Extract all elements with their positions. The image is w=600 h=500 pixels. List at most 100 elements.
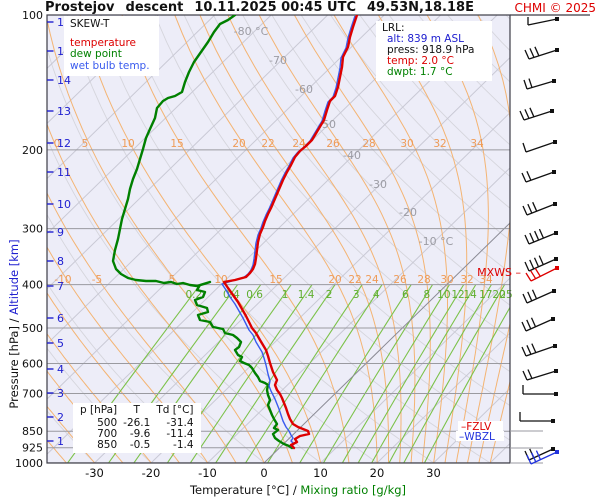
temperature-tick-label: -20 — [142, 466, 161, 480]
wind-barb-tick — [529, 48, 535, 58]
pressure-tick-label: 700 — [22, 387, 43, 400]
altitude-tick-label: 12 — [57, 137, 71, 150]
levels-table-row: 500 -26.1 -31.4 — [77, 418, 197, 429]
wind-barb-tick — [519, 110, 525, 121]
mixing-ratio-label: 4 — [373, 289, 380, 301]
wind-barb-tick — [529, 107, 535, 118]
wind-barb-tick — [527, 291, 533, 302]
wind-barb-tick — [526, 170, 532, 181]
wind-barb-tick — [527, 369, 533, 379]
copyright-label: CHMI © 2025 — [514, 1, 596, 15]
y-axis-title: Pressure [hPa] / Altitude [km] — [7, 224, 21, 424]
moist-adiabat-label: 32 — [433, 138, 446, 150]
altitude-tick-label: 7 — [57, 280, 64, 293]
lrl-altitude: alt: 839 m ASL — [387, 33, 464, 45]
wind-barb-tick — [531, 289, 538, 300]
isotherm-line — [47, 15, 216, 180]
wind-barb-staff — [526, 203, 556, 216]
wbzl-label-bg — [456, 431, 504, 441]
levels-table-row: 700 -9.6 -11.4 — [77, 429, 197, 440]
isotherm-line — [47, 15, 385, 345]
mixing-ratio-label: 25 — [499, 289, 512, 301]
isotherm-line — [207, 167, 510, 463]
moist-adiabat-label: 24 — [292, 138, 306, 150]
levels-table-cell: 700 — [97, 428, 118, 440]
moist-adiabat-label: 22 — [348, 274, 361, 286]
levels-table-cell: -11.4 — [166, 428, 194, 440]
levels-table-cell: 850 — [97, 439, 118, 451]
isotherm-line — [47, 15, 159, 125]
pressure-tick-label: 500 — [22, 322, 43, 335]
wind-barb-staff — [528, 448, 554, 461]
dry-adiabat-line — [535, 15, 600, 463]
levels-table-cell: -1.4 — [173, 439, 194, 451]
isotherm-line — [47, 15, 272, 235]
wind-barb-tick — [538, 255, 544, 265]
wind-barb-tick — [522, 293, 528, 304]
wind-barb-tick — [522, 205, 528, 216]
plot-frame — [46, 14, 511, 464]
moist-adiabat-label: 34 — [479, 274, 493, 286]
isotherm-label: -60 — [295, 83, 313, 96]
x-axis-title: Temperature [°C] / Mixing ratio [g/kg] — [148, 483, 448, 497]
levels-table-cell: -26.1 — [123, 417, 151, 429]
moist-adiabat-label: 28 — [362, 138, 375, 150]
altitude-tick-label: 6 — [57, 312, 64, 325]
wind-barb — [519, 412, 555, 423]
fzlv-label: –FZLV — [461, 421, 492, 433]
wind-barb-staff — [526, 290, 555, 304]
dry-adiabat-line — [154, 15, 510, 407]
title-station: Prostejov — [45, 0, 115, 15]
isotherm-label: -10 °C — [419, 235, 454, 248]
levels-table-cell: -9.6 — [129, 428, 151, 440]
dewpoint-curve — [111, 15, 294, 450]
moist-adiabat-label: -5 — [92, 274, 102, 286]
title-type: descent — [125, 0, 184, 15]
legend-box: SKEW-T temperature dew point wet bulb te… — [64, 16, 159, 76]
wind-barb-tick — [528, 78, 533, 88]
altitude-tick-label: 13 — [57, 105, 71, 118]
wind-barb — [524, 228, 558, 245]
moist-adiabat-label: 26 — [326, 138, 340, 150]
altitude-tick-label: 2 — [57, 411, 64, 424]
mixing-ratio-label: 17 — [479, 289, 492, 301]
wind-barb — [521, 343, 557, 357]
moist-adiabat-label: 20 — [232, 138, 245, 150]
dry-adiabat-line — [330, 15, 510, 209]
legend-item-wetbulb: wet bulb temp. — [70, 59, 150, 72]
isotherm-label: -30 — [369, 178, 387, 191]
mixing-ratio-label: 2 — [326, 289, 333, 301]
mxws-label: MXWS – — [477, 266, 521, 279]
moist-adiabat-label: 34 — [470, 138, 484, 150]
wind-barb-tick — [522, 142, 527, 153]
wind-barb-tick — [529, 259, 535, 270]
levels-table-row: 850 -0.5 -1.4 — [77, 440, 197, 451]
wind-barb — [522, 369, 558, 381]
pressure-tick-label: 300 — [22, 223, 43, 236]
wind-barb-tick — [521, 172, 527, 183]
altitude-tick-label: 8 — [57, 255, 64, 268]
wind-barb — [525, 266, 559, 282]
levels-table: p [hPa] T Td [°C] 500 -26.1 -31.4 700 -9.6 -1… — [73, 403, 201, 453]
dry-adiabat-line — [271, 15, 510, 274]
moist-adiabat-label: 5 — [82, 138, 89, 150]
moist-adiabat-label: 24 — [365, 274, 379, 286]
altitude-tick-label: 14 — [57, 74, 71, 87]
temperature-tick-label: -30 — [85, 466, 104, 480]
wind-barb-tick — [524, 49, 530, 60]
temperature-tick-label: 20 — [370, 466, 385, 480]
sounding-curves-group — [111, 15, 359, 450]
moist-adiabat-label: 28 — [417, 274, 430, 286]
mixing-ratio-label: 0.6 — [246, 289, 263, 301]
wind-barb-tick — [521, 346, 527, 357]
moist-adiabat-label: 32 — [460, 274, 473, 286]
altitude-tick-label: 10 — [57, 198, 71, 211]
levels-table-cell: -31.4 — [166, 417, 194, 429]
wind-barb — [527, 17, 559, 26]
lrl-info-box: LRL: alt: 839 m ASL press: 918.9 hPa tem… — [376, 21, 492, 81]
altitude-tick-label: 11 — [57, 166, 71, 179]
temperature-curve — [222, 15, 359, 450]
altitude-tick-label: 4 — [57, 363, 64, 376]
